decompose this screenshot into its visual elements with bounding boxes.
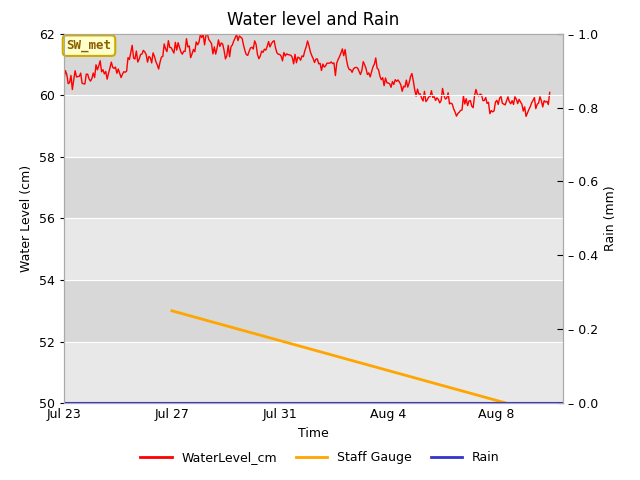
WaterLevel_cm	[522, 114, 530, 120]
Title: Water level and Rain: Water level and Rain	[227, 11, 400, 29]
Y-axis label: Water Level (cm): Water Level (cm)	[20, 165, 33, 272]
Bar	[64, 218, 563, 280]
Bar	[64, 95, 563, 157]
Bar	[64, 280, 563, 342]
Text: SW_met: SW_met	[67, 39, 111, 52]
WaterLevel_cm	[348, 70, 356, 75]
X-axis label: Time: Time	[298, 427, 329, 440]
WaterLevel_cm	[528, 100, 536, 106]
WaterLevel_cm	[204, 31, 211, 36]
WaterLevel_cm	[321, 64, 328, 70]
Bar	[64, 34, 563, 95]
Line: WaterLevel_cm: WaterLevel_cm	[64, 34, 550, 117]
WaterLevel_cm	[60, 76, 68, 82]
WaterLevel_cm	[546, 89, 554, 95]
Legend: WaterLevel_cm, Staff Gauge, Rain: WaterLevel_cm, Staff Gauge, Rain	[136, 446, 504, 469]
Bar	[64, 157, 563, 218]
Bar	[64, 342, 563, 403]
Y-axis label: Rain (mm): Rain (mm)	[604, 186, 617, 251]
WaterLevel_cm	[285, 52, 293, 58]
WaterLevel_cm	[189, 47, 197, 52]
WaterLevel_cm	[541, 99, 549, 105]
